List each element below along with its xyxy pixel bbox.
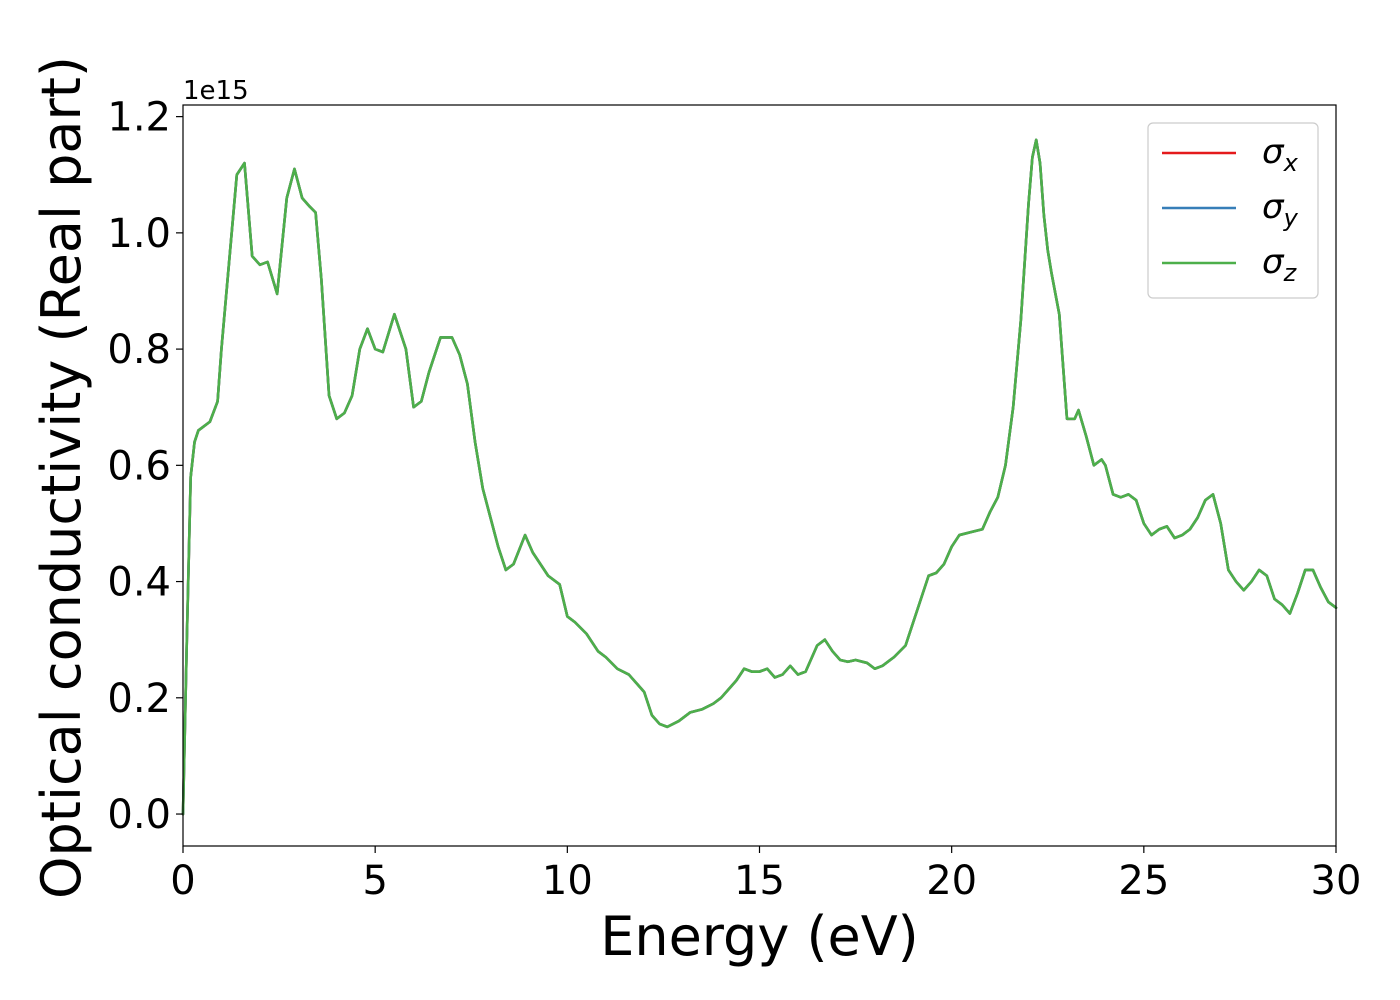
x-tick-label: 0 (170, 858, 195, 904)
y-tick-label: 0.6 (107, 443, 171, 489)
y-axis-offset-text: 1e15 (183, 76, 249, 106)
legend-label-subscript: x (1283, 149, 1299, 177)
y-tick-label: 1.2 (107, 95, 171, 141)
legend-label-symbol: σ (1262, 132, 1285, 172)
y-tick-label: 0.4 (107, 560, 171, 606)
x-tick-label: 15 (734, 858, 785, 904)
legend-label-symbol: σ (1262, 242, 1285, 282)
y-axis-ticks: 0.0 0.2 0.4 0.6 0.8 1.0 1.2 (107, 95, 183, 838)
series-layer (181, 138, 1338, 816)
x-tick-label: 30 (1311, 858, 1362, 904)
legend-label-subscript: y (1283, 204, 1299, 232)
legend-label-y: σy (1262, 187, 1299, 232)
y-tick-label: 0.2 (107, 676, 171, 722)
plot-frame (182, 104, 1337, 847)
legend-label-subscript: z (1283, 259, 1298, 287)
legend-box (1147, 122, 1319, 299)
y-axis-title: Optical conductivity (Real part) (30, 56, 93, 899)
legend-label-z: σz (1262, 242, 1298, 287)
x-tick-label: 10 (542, 858, 593, 904)
x-axis-ticks: 0 5 10 15 20 25 30 (170, 846, 1361, 904)
x-axis-title: Energy (eV) (600, 905, 919, 968)
x-tick-label: 20 (926, 858, 977, 904)
legend-label-symbol: σ (1262, 187, 1285, 227)
x-tick-label: 25 (1118, 858, 1169, 904)
legend-label-x: σx (1262, 132, 1299, 177)
x-tick-label: 5 (362, 858, 387, 904)
y-tick-label: 0.0 (107, 792, 171, 838)
series-line-z (181, 138, 1338, 816)
y-tick-label: 1.0 (107, 211, 171, 257)
y-tick-label: 0.8 (107, 327, 171, 373)
